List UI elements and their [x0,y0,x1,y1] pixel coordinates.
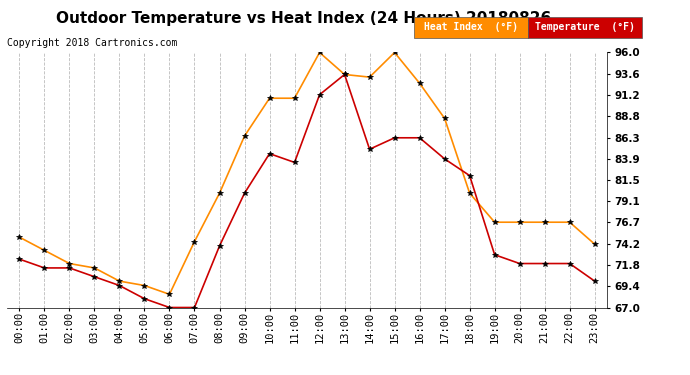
Text: Copyright 2018 Cartronics.com: Copyright 2018 Cartronics.com [7,38,177,48]
Text: Temperature  (°F): Temperature (°F) [535,22,635,32]
Text: Heat Index  (°F): Heat Index (°F) [424,22,518,32]
Text: Outdoor Temperature vs Heat Index (24 Hours) 20180826: Outdoor Temperature vs Heat Index (24 Ho… [56,11,551,26]
